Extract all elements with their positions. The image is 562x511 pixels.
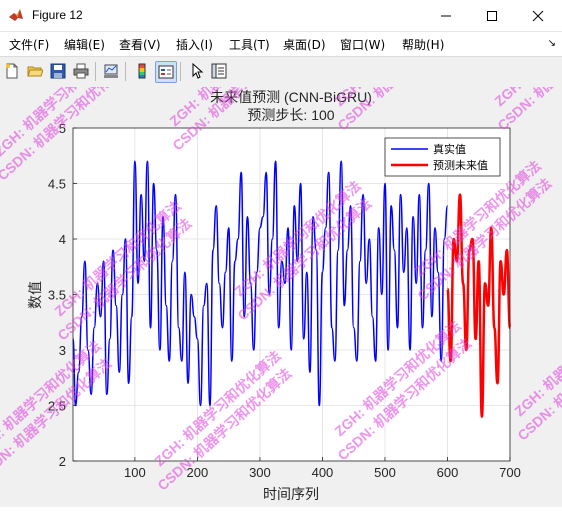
legend-true-label: 真实值 [433, 142, 466, 156]
toolbar-separator [95, 62, 96, 81]
x-tick-label: 300 [249, 465, 271, 480]
pointer-button[interactable] [187, 61, 207, 81]
y-tick-label: 4.5 [48, 177, 66, 192]
link-plot-icon [104, 64, 118, 78]
menu-help[interactable]: 帮助(H) [402, 38, 445, 52]
link-plot-button[interactable] [101, 61, 121, 81]
chart-title: 未来值预测 (CNN-BiGRU) [210, 89, 372, 105]
y-tick-label: 2 [59, 454, 66, 469]
print-icon [73, 63, 89, 79]
series-lines [72, 160, 512, 418]
toolbar-separator [180, 62, 181, 81]
insert-legend-button[interactable] [155, 61, 177, 83]
title-bar[interactable]: Figure 12 [0, 0, 562, 32]
open-file-button[interactable] [25, 61, 45, 81]
maximize-icon [487, 10, 497, 21]
menu-file[interactable]: 文件(F) [9, 38, 50, 52]
menu-bar: 文件(F) 编辑(E) 查看(V) 插入(I) 工具(T) 桌面(D) 窗口(W… [0, 32, 562, 56]
matlab-logo-icon [9, 9, 23, 21]
x-tick-label: 400 [312, 465, 334, 480]
legend-box [384, 137, 501, 177]
y-tick-label: 3.5 [48, 288, 66, 303]
save-button[interactable] [48, 61, 68, 81]
x-tick-label: 100 [124, 465, 146, 480]
y-axis-label: 数值 [27, 281, 43, 309]
insert-colorbar-button[interactable] [132, 61, 152, 81]
close-icon [532, 10, 544, 21]
property-inspector-icon [211, 63, 227, 79]
maximize-button[interactable] [469, 0, 515, 31]
toolbar-separator [125, 62, 126, 81]
x-tick-label: 700 [499, 465, 521, 480]
menu-insert[interactable]: 插入(I) [176, 38, 213, 52]
menu-view[interactable]: 查看(V) [119, 38, 161, 52]
property-inspector-button[interactable] [209, 61, 229, 81]
print-button[interactable] [71, 61, 91, 81]
insert-legend-icon [158, 65, 174, 79]
legend-pred-label: 预测未来值 [433, 159, 488, 172]
figure-toolbar [0, 56, 562, 88]
minimize-button[interactable] [423, 0, 469, 31]
y-tick-label: 5 [59, 121, 66, 136]
menu-tools[interactable]: 工具(T) [229, 38, 270, 52]
window-title: Figure 12 [32, 8, 83, 22]
new-figure-icon [6, 63, 18, 79]
insert-colorbar-icon [138, 63, 146, 79]
x-tick-label: 200 [187, 465, 209, 480]
minimize-icon [441, 15, 451, 16]
close-button[interactable] [515, 0, 561, 31]
open-file-icon [27, 66, 43, 77]
x-tick-label: 500 [374, 465, 396, 480]
y-tick-label: 2.5 [48, 399, 66, 414]
new-figure-button[interactable] [2, 61, 22, 81]
x-axis-label: 时间序列 [263, 486, 319, 502]
pointer-icon [192, 63, 204, 79]
toolbar-dock-arrow[interactable]: ↘ [547, 38, 556, 49]
series-pred-line [446, 193, 512, 418]
menu-desktop[interactable]: 桌面(D) [283, 38, 326, 52]
legend[interactable]: 真实值 预测未来值 [384, 137, 501, 177]
save-icon [50, 63, 66, 79]
chart-subtitle: 预测步长: 100 [247, 107, 334, 123]
y-tick-label: 4 [59, 232, 66, 247]
axes-box [72, 127, 511, 462]
tick-labels: 100 200 300 400 500 600 700 2 2.5 3 3.5 4 4.5 5 [48, 121, 521, 480]
series-true-line [72, 160, 449, 407]
menu-edit[interactable]: 编辑(E) [64, 38, 105, 52]
menu-window[interactable]: 窗口(W) [340, 38, 386, 52]
y-tick-label: 3 [59, 343, 66, 358]
x-tick-label: 600 [437, 465, 459, 480]
